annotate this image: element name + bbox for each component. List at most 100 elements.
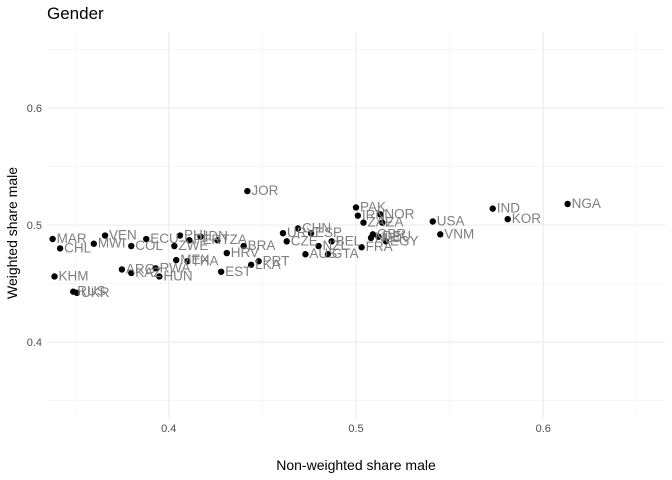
x-tick-label: 0.4 bbox=[161, 423, 176, 435]
data-label-deu: DEU bbox=[382, 229, 411, 244]
data-label-ury: URY bbox=[287, 225, 315, 240]
data-point-ukr bbox=[73, 289, 81, 297]
data-label-mar: MAR bbox=[57, 231, 87, 246]
y-tick-label: 0.6 bbox=[27, 103, 42, 115]
data-point-tha bbox=[184, 258, 191, 265]
data-label-nga: NGA bbox=[572, 196, 601, 211]
data-point-cze bbox=[283, 238, 290, 245]
data-label-ven: VEN bbox=[109, 228, 137, 243]
data-point-col bbox=[128, 242, 135, 250]
data-label-irn: IRN bbox=[362, 208, 385, 223]
data-point-prt bbox=[255, 258, 262, 265]
data-point-ury bbox=[279, 229, 287, 237]
data-point-khm bbox=[51, 273, 58, 280]
data-label-tha: THA bbox=[191, 253, 218, 268]
x-axis-ticks: 0.4 0.5 0.6 bbox=[161, 423, 551, 435]
data-point-phl bbox=[176, 232, 184, 239]
data-label-per: PER bbox=[193, 232, 221, 247]
data-label-mwi: MWI bbox=[98, 236, 126, 251]
x-axis-title: Non-weighted share male bbox=[276, 457, 436, 473]
data-label-prt: PRT bbox=[263, 253, 290, 268]
data-point-aus bbox=[302, 251, 309, 258]
data-point-ven bbox=[101, 232, 109, 239]
data-label-zwe: ZWE bbox=[178, 238, 208, 253]
data-label-col: COL bbox=[135, 238, 163, 253]
y-axis-title: Weighted share male bbox=[4, 167, 20, 299]
data-point-zwe bbox=[171, 242, 178, 250]
data-point-ind bbox=[489, 205, 496, 212]
data-point-idn bbox=[197, 233, 204, 240]
data-point-nor bbox=[377, 211, 384, 218]
data-point-fra bbox=[358, 244, 365, 251]
data-point-arg bbox=[118, 266, 126, 273]
data-point-bel bbox=[328, 238, 335, 245]
data-label-ind: IND bbox=[497, 201, 521, 216]
data-point-nld bbox=[367, 234, 375, 242]
data-label-chn: CHN bbox=[302, 221, 331, 236]
y-tick-label: 0.4 bbox=[27, 337, 42, 349]
data-point-pak bbox=[352, 204, 360, 211]
data-label-khm: KHM bbox=[58, 268, 88, 283]
data-point-irn bbox=[354, 212, 362, 219]
y-axis-ticks: 0.4 0.5 0.6 bbox=[27, 103, 42, 349]
data-point-mex bbox=[173, 256, 180, 264]
y-tick-label: 0.5 bbox=[27, 220, 42, 232]
data-point-chl bbox=[56, 245, 64, 252]
chart-title: Gender bbox=[47, 4, 104, 23]
data-label-pak: PAK bbox=[360, 199, 386, 214]
data-point-gta bbox=[324, 251, 332, 258]
data-label-za: ZA bbox=[386, 215, 403, 230]
data-label-kor: KOR bbox=[512, 211, 542, 226]
data-label-ecu: ECU bbox=[150, 231, 179, 246]
data-label-usa: USA bbox=[437, 213, 465, 228]
data-point-ecu bbox=[143, 235, 150, 243]
data-label-gta: GTA bbox=[332, 246, 359, 261]
data-label-ukr: UKR bbox=[81, 285, 110, 300]
data-point-za bbox=[379, 219, 386, 226]
data-label-arg: ARG bbox=[126, 261, 155, 276]
data-point-usa bbox=[429, 218, 436, 225]
data-point-esp bbox=[307, 229, 315, 237]
data-label-esp: ESP bbox=[315, 225, 342, 240]
data-label-nzl: NZL bbox=[323, 238, 349, 253]
data-point-mwi bbox=[90, 240, 98, 247]
data-point-jor bbox=[244, 187, 251, 195]
data-label-rus: RUS bbox=[77, 284, 106, 299]
data-point-chn bbox=[294, 225, 302, 232]
data-label-rwa: RWA bbox=[160, 260, 191, 275]
data-label-phl: PHL bbox=[184, 228, 211, 243]
data-point-nzl bbox=[315, 242, 322, 250]
data-point-est bbox=[217, 268, 225, 275]
data-point-deu bbox=[375, 233, 382, 240]
data-point-bra bbox=[240, 242, 247, 250]
data-label-tza: TZA bbox=[221, 232, 247, 247]
data-label-bel: BEL bbox=[336, 233, 362, 248]
data-label-gbr: GBR bbox=[377, 226, 407, 241]
data-point-tza bbox=[214, 237, 221, 244]
data-label-fra: FRA bbox=[366, 239, 393, 254]
data-label-bra: BRA bbox=[248, 238, 276, 253]
data-label-egy: EGY bbox=[390, 233, 419, 248]
data-label-jor: JOR bbox=[251, 183, 278, 198]
data-label-lka: LKA bbox=[255, 257, 281, 272]
x-tick-label: 0.5 bbox=[348, 423, 363, 435]
data-label-vnm: VNM bbox=[444, 226, 474, 241]
data-label-hrv: HRV bbox=[231, 245, 259, 260]
data-label-nld: NLD bbox=[375, 230, 402, 245]
data-point-hrv bbox=[223, 249, 230, 257]
data-label-mex: MEX bbox=[180, 252, 209, 267]
data-point-kaz bbox=[128, 269, 135, 277]
data-label-kaz: KAZ bbox=[135, 265, 161, 280]
data-label-chl: CHL bbox=[64, 240, 91, 255]
data-point-rwa bbox=[152, 265, 159, 272]
data-point-lka bbox=[247, 261, 255, 268]
data-point-hun bbox=[156, 273, 163, 280]
data-point-nga bbox=[564, 200, 571, 208]
data-point-vnm bbox=[437, 231, 444, 238]
data-label-hun: HUN bbox=[163, 268, 192, 283]
data-point-kor bbox=[504, 215, 511, 223]
data-point-zaf bbox=[360, 219, 367, 226]
data-label-nor: NOR bbox=[384, 206, 414, 221]
data-label-cze: CZE bbox=[291, 233, 318, 248]
